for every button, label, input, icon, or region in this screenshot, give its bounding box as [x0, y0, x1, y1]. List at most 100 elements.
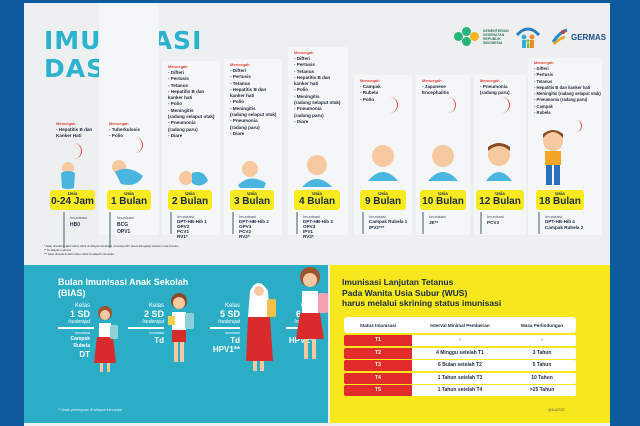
prevent-item: - Campak: [360, 84, 381, 89]
prevent-item: - Difteri: [168, 70, 185, 75]
vaccine-list: DPT-HB-Hib 4 Campak Rubela 2: [545, 219, 583, 231]
bias-grade-2: Kelas 2 SD /sederajat Imunisasi Td: [124, 303, 164, 345]
vaccine-list: Campak Rubela 1 IPV2***: [369, 219, 407, 231]
vaccine-item: IPV2***: [369, 225, 385, 230]
prevent-item: (radang paru): [168, 126, 198, 132]
masa-cell: -: [508, 335, 576, 346]
prevent-item: - Polio: [109, 133, 124, 139]
vaccine-list: DPT-HB-Hib 1 OPV2 PCV1 RV1*: [177, 219, 207, 239]
wus-title-line-3: harus melalui skrining status imunisasi: [342, 298, 502, 308]
prevent-item: - Pneumonia (radang paru): [534, 97, 588, 103]
prevent-item: - Meningitis: [294, 93, 320, 99]
curved-arrow-icon: [500, 97, 510, 113]
sederajat-label: /sederajat: [142, 319, 164, 325]
vaccine-item: OPV1: [117, 229, 131, 235]
vaccine-item: DPT-HB-Hib 2: [239, 219, 269, 224]
age-label: Usia: [312, 191, 322, 196]
vaccine-item: BCG: [117, 222, 129, 228]
prevent-list: - Difteri - Pertusis - Tetanus - Hepatit…: [294, 56, 340, 125]
age-badge: Usia 10 Bulan: [420, 190, 466, 210]
sederajat-label: /sederajat: [68, 319, 90, 325]
wus-title: Imunisasi Lanjutan Tetanus Pada Wanita U…: [342, 277, 501, 309]
vaccine-item: Campak Rubela 1: [369, 219, 408, 224]
age-badge: Usia 12 Bulan: [476, 190, 524, 210]
prevent-item: - Hepatitis B dan: [230, 86, 267, 92]
vaccine-item: RV2*: [239, 234, 250, 239]
vaccine-item: Td: [154, 336, 164, 345]
prevent-item: - Meningitis (radang selaput otak): [534, 91, 601, 97]
infographic-page: IMUNISASI DASAR KEMENTERIAN KESEHATAN RE…: [24, 3, 610, 426]
schoolboy-illustration: [166, 291, 196, 380]
schedule-section: IMUNISASI DASAR KEMENTERIAN KESEHATAN RE…: [24, 3, 610, 261]
prevent-item: (radang paru): [480, 90, 510, 96]
bias-grade-5: Kelas 5 SD /sederajat Imunisasi Td HPV1*…: [200, 303, 240, 354]
vaccine-item: OPV2: [177, 224, 190, 229]
masa-cell: 3 Tahun: [508, 347, 576, 359]
status-cell: T4: [344, 372, 412, 384]
schoolgirl-hijab-illustration: [246, 277, 276, 382]
immunization-label: Imunisasi: [75, 331, 90, 335]
table-row: T1 - -: [344, 335, 576, 346]
header-masa: Masa Perlindungan: [520, 322, 564, 328]
immunization-label: Imunisasi: [429, 214, 446, 219]
prevent-item: - Meningitis: [230, 105, 256, 111]
footnote: *** Akan dimulai di akhir tahun 2022 di …: [44, 252, 115, 256]
age-value: 1 Bulan: [110, 196, 148, 207]
schoolgirl-illustration: [296, 265, 328, 380]
header-interval: Interval Minimal Pemberian: [430, 322, 490, 328]
age-badge: Usia 0-24 Jam: [50, 190, 95, 210]
prevent-list: - Tuberkulosis - Polio: [109, 127, 140, 140]
schedule-column-9-bulan: Mencegah - Campak - Rubela - Polio Usia …: [354, 75, 412, 235]
prevent-item: - Pertusis: [294, 62, 315, 68]
bias-title: Bulan Imunisasi Anak Sekolah (BIAS): [58, 277, 188, 299]
prevent-item: - Rubela: [534, 110, 551, 116]
immunization-label: Imunisasi: [369, 214, 386, 219]
prevent-item: - Difteri: [534, 66, 549, 71]
table-row: T3 6 Bulan setelah T2 5 Tahun: [344, 360, 576, 371]
age-value: 0-24 Jam: [51, 196, 94, 207]
wus-section: Imunisasi Lanjutan Tetanus Pada Wanita U…: [330, 265, 610, 423]
interval-cell: 4 Minggu setelah T1: [412, 347, 508, 359]
grade-value: 5 SD: [219, 309, 240, 319]
prevent-item: kanker hati: [230, 93, 255, 99]
age-label: Usia: [555, 191, 565, 196]
prevent-item: - Pertusis: [534, 72, 554, 78]
prevent-item: - Polio: [360, 96, 375, 102]
prevent-item: - Diare: [294, 118, 309, 124]
vaccine-item: DPT-HB-Hib 1: [177, 219, 207, 224]
schedule-column-10-bulan: Mencegah - Japanese Encephalitis Usia 10…: [416, 75, 470, 235]
kemkes-icon: [454, 27, 480, 47]
prevent-label: Mencegah: [168, 64, 188, 69]
curved-arrow-icon: [133, 137, 143, 153]
schedule-column-18-bulan: Mencegah - Difteri - Pertusis - Tetanus …: [528, 58, 602, 235]
prevent-item: - Hepatitis B dan kanker hati: [534, 84, 591, 90]
schedule-column-3-bulan: Mencegah - Difteri - Pertusis - Tetanus …: [224, 59, 282, 239]
prevent-label: Mencegah: [480, 78, 500, 83]
age-badge: Usia 18 Bulan: [536, 190, 584, 210]
status-cell: T1: [344, 335, 412, 346]
syringe-icon: [170, 212, 172, 234]
prevent-item: - Meningitis: [168, 107, 194, 113]
credit-text: @Juli2022: [548, 408, 565, 412]
prevent-label: Mencegah: [109, 121, 129, 126]
prevent-list: - Difteri - Pertusis - Tetanus - Hepatit…: [230, 68, 276, 137]
prevent-item: - Tetanus: [230, 80, 251, 86]
table-row: T2 4 Minggu setelah T1 3 Tahun: [344, 347, 576, 359]
prevent-label: Mencegah: [360, 78, 380, 83]
vaccine-item: Td: [230, 336, 240, 345]
immunization-label: Imunisasi: [177, 214, 194, 219]
divider: [210, 327, 240, 329]
immunization-label: Imunisasi: [487, 214, 504, 219]
prevent-item: - Campak: [534, 103, 553, 109]
footnotes: * Akan dimulai di akhir tahun 2022 di wi…: [44, 244, 178, 256]
syringe-icon: [63, 212, 65, 248]
age-badge: Usia 9 Bulan: [360, 190, 406, 210]
prevent-item: (radang selaput otak): [168, 114, 215, 120]
prevent-item: - Difteri: [230, 68, 247, 73]
interval-cell: 6 Bulan setelah T2: [412, 360, 508, 371]
syringe-icon: [232, 212, 234, 234]
syringe-icon: [296, 212, 298, 234]
age-badge: Usia 2 Bulan: [168, 190, 212, 210]
prevent-label: Mencegah: [230, 62, 250, 67]
prevent-item: - Rubela: [360, 90, 379, 96]
